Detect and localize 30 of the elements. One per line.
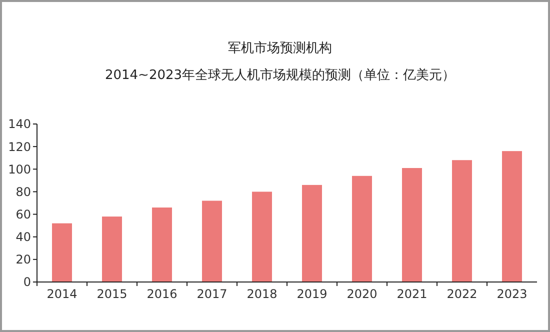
x-tick-label: 2022 xyxy=(446,287,478,301)
bar xyxy=(152,208,172,282)
x-tick-label: 2017 xyxy=(196,287,228,301)
bar xyxy=(52,223,72,282)
x-tick-label: 2018 xyxy=(246,287,278,301)
x-tick-label: 2015 xyxy=(96,287,128,301)
chart-title: 军机市场预测机构 xyxy=(228,41,332,56)
bar xyxy=(502,151,522,282)
y-tick-label: 20 xyxy=(16,252,31,267)
bar xyxy=(202,200,222,282)
x-tick-label: 2020 xyxy=(346,287,378,301)
bar xyxy=(252,192,272,282)
y-tick-label: 100 xyxy=(8,162,31,176)
bar xyxy=(402,168,422,282)
y-tick-label: 40 xyxy=(16,230,31,244)
x-tick-label: 2023 xyxy=(496,287,528,301)
x-tick-label: 2019 xyxy=(296,287,328,301)
bar xyxy=(302,184,322,282)
y-tick-label: 60 xyxy=(16,207,31,222)
bar xyxy=(352,176,372,282)
bar xyxy=(452,160,472,282)
bar xyxy=(102,216,122,282)
y-tick-label: 0 xyxy=(23,275,31,290)
y-tick-label: 80 xyxy=(16,184,31,199)
x-tick-label: 2016 xyxy=(146,287,178,301)
chart-subtitle: 2014~2023年全球无人机市场规模的预测（单位：亿美元） xyxy=(104,67,456,83)
y-tick-label: 120 xyxy=(8,140,31,154)
x-tick-label: 2021 xyxy=(396,287,428,301)
x-tick-label: 2014 xyxy=(46,287,78,301)
y-tick-label: 140 xyxy=(8,117,31,132)
